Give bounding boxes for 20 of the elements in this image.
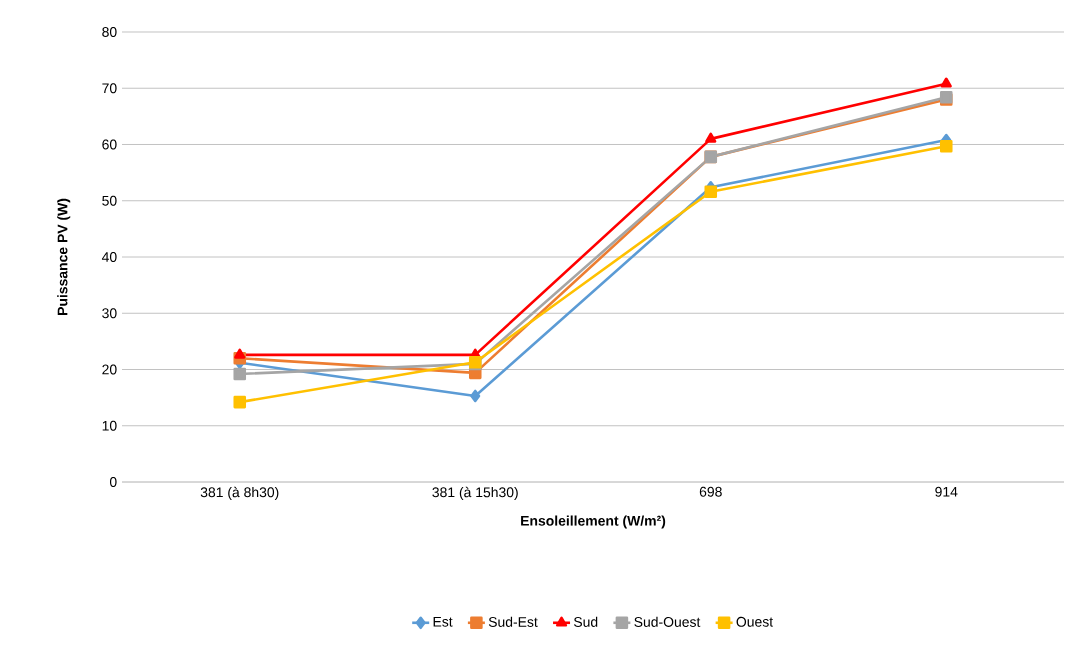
y-tick-label: 0 <box>109 477 117 487</box>
legend-label: Ouest <box>736 616 774 627</box>
x-tick-label: 381 (à 15h30) <box>432 486 518 501</box>
y-tick-label: 70 <box>102 83 117 94</box>
x-axis-title: Ensoleillement (W/m²) <box>521 515 666 529</box>
y-tick-label: 60 <box>102 139 117 150</box>
y-tick-label: 50 <box>102 195 117 206</box>
x-tick-label: 381 (à 8h30) <box>200 486 279 501</box>
y-axis-title: Puissance PV (W) <box>57 198 71 315</box>
legend-label: Sud-Ouest <box>634 616 701 627</box>
y-tick-label: 80 <box>102 27 117 37</box>
x-tick-label: 698 <box>699 486 722 497</box>
y-tick-label: 30 <box>102 308 117 319</box>
y-tick-label: 10 <box>102 420 117 431</box>
legend-label: Est <box>433 616 453 627</box>
x-tick-label: 914 <box>935 486 958 497</box>
legend-label: Sud-Est <box>488 616 538 627</box>
y-tick-label: 40 <box>101 252 117 262</box>
legend-label: Sud <box>573 616 598 627</box>
y-tick-label: 20 <box>102 364 117 375</box>
